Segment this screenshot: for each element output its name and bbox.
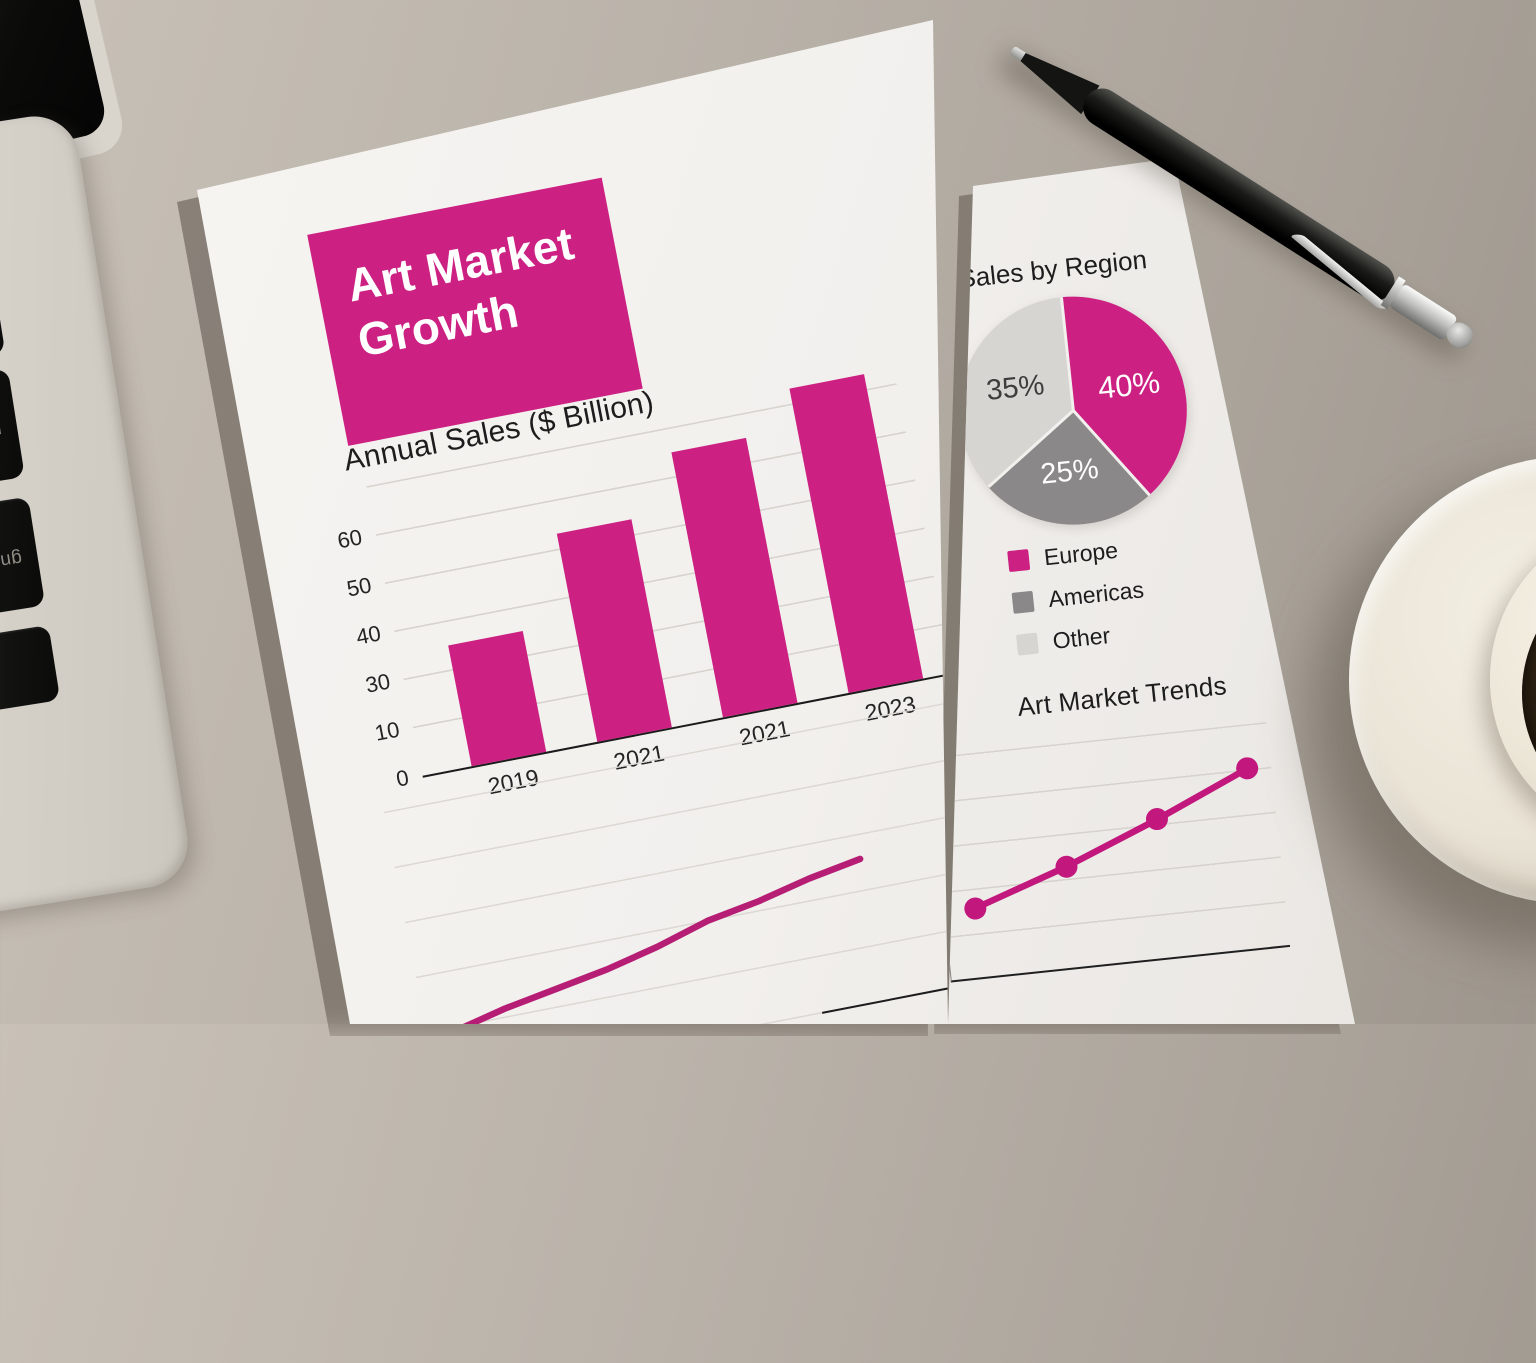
y-tick-label: 40 xyxy=(354,620,383,650)
keyboard-key-label: gnill xyxy=(0,547,24,574)
legend-swatch xyxy=(1015,632,1039,656)
legend-row: Europe xyxy=(1007,532,1141,576)
keyboard-key: gnill xyxy=(0,496,46,622)
trends-chart-title: Art Market Trends xyxy=(1015,670,1228,722)
trends-line-chart xyxy=(928,718,1291,983)
legend-row: Americas xyxy=(1011,574,1145,618)
laptop-body: nirl gnill ▶ xyxy=(0,109,195,981)
y-tick-label: 10 xyxy=(372,716,402,746)
mini-line xyxy=(382,671,1129,1137)
desk-photo-scene: { "colors": { "accent_magenta": "#cc2183… xyxy=(0,0,1536,1036)
bar xyxy=(671,437,798,718)
page2-content: Sales by Region 40% 25% 35% Europe Americas… xyxy=(928,164,1355,1024)
y-tick-label: 30 xyxy=(363,668,393,698)
pie-chart-title: Sales by Region xyxy=(956,244,1149,294)
keyboard-key: nirl xyxy=(0,368,25,494)
y-tick-label: 0 xyxy=(394,764,411,792)
pie-chart: 40% 25% 35% xyxy=(948,285,1199,536)
pie-legend: Europe Americas Other xyxy=(1007,532,1151,671)
keyboard-play-key: ▶ xyxy=(0,624,61,717)
keyboard-key-label: nirl xyxy=(0,419,3,445)
pie-slice-label: 35% xyxy=(984,369,1046,407)
legend-row: Other xyxy=(1015,616,1149,660)
trends-line xyxy=(928,718,1290,980)
pie-slice-separator xyxy=(1059,297,1075,411)
y-tick-label: 50 xyxy=(344,572,374,602)
legend-label: Other xyxy=(1051,621,1112,654)
legend-label: Americas xyxy=(1047,575,1146,612)
page1-content: Art Market Growth Annual Sales ($ Billio… xyxy=(225,63,1129,1137)
legend-label: Europe xyxy=(1042,536,1120,570)
untitled-line-chart xyxy=(382,671,1129,1137)
legend-swatch xyxy=(1011,590,1035,614)
report-page-1: Art Market Growth Annual Sales ($ Billio… xyxy=(197,20,948,1024)
y-tick-label: 60 xyxy=(335,524,365,554)
bar xyxy=(448,631,547,767)
pie-slice-label: 25% xyxy=(1039,452,1101,491)
bar xyxy=(556,519,672,742)
legend-swatch xyxy=(1007,548,1031,572)
pie-slice-label: 40% xyxy=(1096,364,1162,406)
keyboard-key xyxy=(0,244,6,370)
